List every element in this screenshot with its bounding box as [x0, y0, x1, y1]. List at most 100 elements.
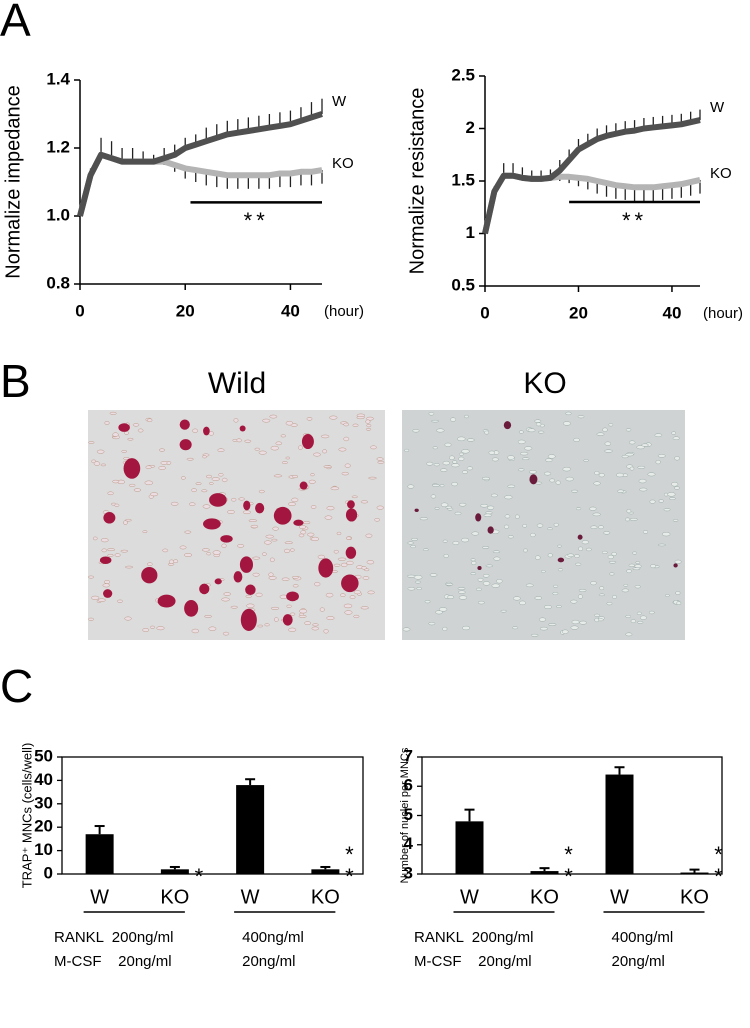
cell	[431, 419, 440, 423]
cell	[459, 452, 464, 456]
cell	[258, 450, 267, 455]
y-tick-label: 6	[404, 776, 413, 795]
cell	[649, 499, 656, 504]
cell	[147, 562, 153, 566]
cell	[563, 421, 571, 426]
cell	[308, 479, 316, 484]
cell	[411, 537, 418, 541]
cell	[658, 499, 664, 503]
significance-star: *	[564, 842, 573, 867]
cell	[221, 543, 227, 548]
significance: **	[564, 842, 573, 889]
y-tick-label: 1.2	[46, 137, 70, 156]
cell	[439, 484, 445, 488]
cell	[340, 562, 348, 568]
x-tick-label: W	[460, 886, 479, 908]
cell	[431, 484, 440, 487]
cell	[297, 445, 303, 450]
cell	[598, 525, 604, 530]
cell	[97, 598, 106, 602]
cell	[537, 430, 545, 434]
cell	[101, 548, 107, 553]
y-tick-label: 0.5	[451, 275, 475, 294]
cell	[102, 583, 110, 588]
cell	[480, 503, 489, 508]
cell	[596, 432, 605, 436]
x-tick-label: 40	[662, 303, 681, 322]
cell	[329, 415, 338, 420]
cell	[291, 497, 299, 503]
cell	[192, 428, 199, 433]
series-label: KO	[332, 155, 354, 172]
cell	[496, 579, 503, 584]
cell	[303, 521, 311, 525]
significance: **	[622, 208, 647, 233]
cell	[612, 595, 617, 599]
cell	[543, 471, 552, 476]
cell	[104, 579, 111, 584]
panel-label: C	[0, 660, 33, 712]
cell	[365, 419, 371, 424]
y-tick-label: 4	[404, 834, 414, 853]
cell	[625, 632, 633, 637]
osteoclast	[245, 584, 256, 596]
cell	[599, 586, 605, 591]
cell	[275, 441, 283, 446]
cell	[521, 457, 530, 461]
osteoclast	[239, 425, 246, 432]
cell	[412, 429, 420, 433]
cell	[490, 493, 498, 498]
cell	[525, 583, 534, 588]
cell	[515, 514, 520, 519]
cell	[507, 484, 516, 488]
osteoclast	[282, 614, 293, 626]
cell	[513, 596, 521, 601]
bar	[530, 871, 559, 874]
cell	[549, 478, 555, 483]
y-tick-label: 20	[34, 817, 53, 836]
cell	[519, 600, 526, 606]
cell	[426, 461, 434, 466]
cell	[246, 603, 255, 608]
micrograph	[402, 410, 685, 640]
cell	[262, 418, 271, 423]
series-line	[77, 111, 323, 217]
cell	[340, 593, 346, 598]
cell	[114, 503, 120, 507]
series-label: KO	[710, 165, 732, 182]
cell	[377, 460, 385, 464]
cell	[528, 470, 537, 474]
cell	[104, 421, 110, 425]
cell	[458, 456, 465, 461]
cell	[639, 615, 647, 620]
cell	[158, 465, 166, 470]
significance-star: *	[714, 864, 723, 889]
cell	[594, 471, 600, 476]
cell	[366, 416, 374, 421]
cell	[366, 560, 375, 565]
osteoclast	[487, 526, 494, 534]
cell	[159, 448, 165, 452]
cell	[162, 548, 169, 553]
cell	[635, 561, 641, 564]
cell	[424, 600, 431, 604]
micrograph	[88, 410, 385, 640]
cell	[628, 563, 635, 567]
cell	[173, 559, 179, 564]
cell	[284, 541, 293, 545]
osteoclast	[209, 493, 227, 507]
cell	[269, 414, 278, 419]
cell	[360, 606, 369, 610]
micrograph-background	[88, 410, 385, 640]
x-tick-label: W	[90, 886, 109, 908]
cell	[145, 465, 152, 469]
cell	[346, 536, 352, 540]
series-line	[482, 172, 701, 235]
cell	[321, 434, 330, 439]
cell	[543, 605, 553, 609]
cell	[556, 605, 562, 608]
x-tick-label: KO	[680, 886, 709, 908]
panel-label: A	[0, 0, 31, 46]
cell	[132, 423, 140, 427]
cell	[319, 607, 325, 612]
